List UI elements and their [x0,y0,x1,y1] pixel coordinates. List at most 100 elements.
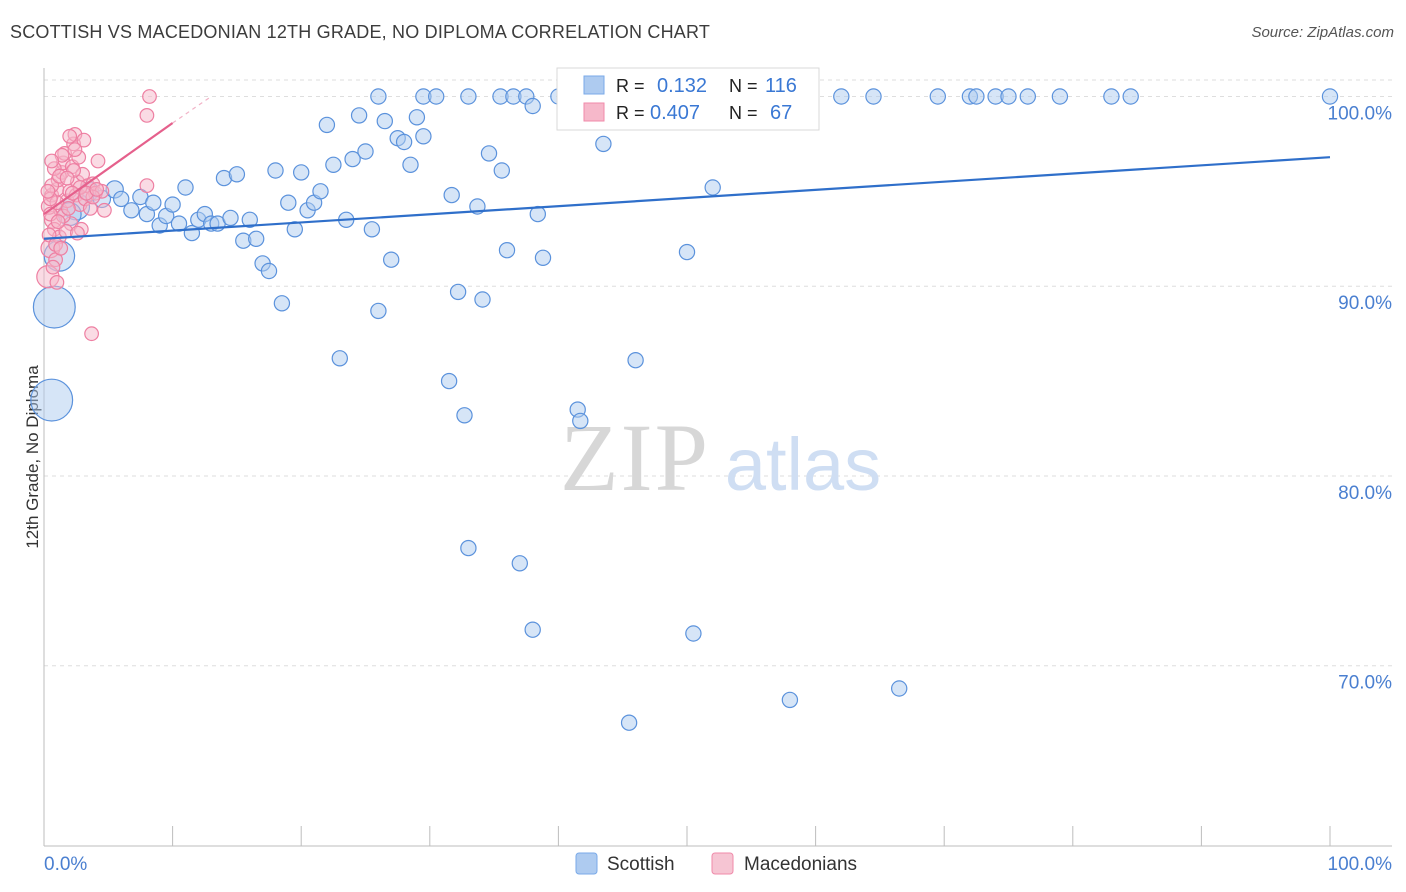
point-macedonians [96,202,112,218]
source-label: Source: ZipAtlas.com [1251,24,1394,41]
point-scottish [968,88,985,105]
point-macedonians [139,178,155,194]
point-scottish [1000,88,1017,105]
point-macedonians [62,128,78,144]
series-legend: Scottish Macedonians [575,852,857,875]
point-scottish [524,97,541,115]
point-scottish [415,128,432,145]
stats-legend-r-value-macedonians: 0.407 [650,102,700,124]
stats-legend-r-label-scottish: R = [616,76,645,96]
point-scottish [474,291,491,308]
point-macedonians [50,214,66,230]
point-scottish [1122,88,1139,105]
point-scottish [286,221,303,238]
point-scottish [511,555,529,572]
point-scottish [30,378,74,422]
point-scottish [357,143,374,160]
point-macedonians [40,183,56,199]
point-scottish [408,109,426,126]
point-scottish [524,621,541,638]
point-scottish [293,164,310,181]
stats-legend-n-value-scottish: 116 [765,75,797,97]
point-macedonians [142,89,157,104]
point-macedonians [76,132,92,148]
point-scottish [891,680,908,697]
legend-swatch-macedonians [711,852,734,875]
trend-line-scottish [43,156,1331,240]
grid-lines [44,79,1392,667]
point-scottish [678,243,696,261]
point-scottish [280,194,297,211]
stats-legend-swatch-scottish [583,75,605,95]
point-scottish [627,352,644,369]
point-scottish [865,88,882,105]
trend-lines [43,95,1331,240]
point-macedonians [49,275,65,290]
point-macedonians [89,181,105,197]
point-scottish [260,262,278,280]
stats-legend: R = 0.132 N = 116 R = 0.407 N = 67 [556,67,820,131]
stats-legend-swatch-macedonians [583,102,605,122]
x-tick-label: 0.0% [44,854,87,875]
point-macedonians [139,107,155,123]
point-scottish [228,166,246,183]
trend-line-extension-macedonians [172,95,212,124]
x-ticks [172,826,1331,846]
y-tick-label: 90.0% [1338,293,1392,314]
point-macedonians [44,153,60,169]
y-tick-label: 70.0% [1338,673,1392,694]
point-scottish [460,539,477,557]
point-scottish [222,209,239,227]
point-scottish [498,241,516,259]
point-scottish [572,412,589,430]
point-scottish [370,302,387,320]
trend-line-macedonians [43,122,174,216]
y-tick-label: 100.0% [1328,103,1393,124]
stats-legend-n-label-scottish: N = [729,76,758,96]
point-scottish [1103,88,1120,105]
point-scottish [456,407,473,424]
point-scottish [164,196,181,213]
point-scottish [1019,88,1037,105]
point-macedonians [45,259,61,275]
point-scottish [273,295,291,312]
point-scottish [363,221,381,238]
point-scottish [112,190,130,208]
point-macedonians [90,153,106,169]
point-scottish [344,150,361,168]
point-scottish [402,156,419,173]
point-scottish [929,88,947,105]
point-macedonians [84,326,99,342]
point-scottish [704,179,721,196]
point-scottish [123,202,140,219]
point-scottish [480,145,498,162]
point-scottish [350,107,368,124]
point-macedonians [61,200,76,216]
point-scottish [312,183,329,200]
point-scottish [177,179,194,196]
legend-label-scottish: Scottish [607,854,675,875]
point-scottish [145,194,162,211]
point-scottish [325,156,342,173]
point-scottish [370,88,387,105]
stats-legend-n-value-macedonians: 67 [770,102,792,124]
point-scottish [833,88,850,105]
point-macedonians [59,170,75,186]
point-scottish [376,112,393,130]
y-tick-labels: 100.0% 90.0% 80.0% 70.0% [1328,103,1393,693]
point-scottish [248,230,265,247]
point-scottish [449,283,467,301]
point-scottish [460,88,477,105]
point-scottish [331,350,348,367]
legend-swatch-scottish [575,852,598,875]
point-scottish [267,162,284,179]
point-scottish [428,88,445,105]
y-tick-label: 80.0% [1338,483,1392,504]
point-macedonians [67,142,83,158]
x-tick-label: 100.0% [1328,854,1393,875]
point-scottish [781,691,799,709]
point-scottish [1051,88,1069,105]
watermark-atlas: atlas [725,423,881,506]
stats-legend-n-label-macedonians: N = [729,103,758,123]
